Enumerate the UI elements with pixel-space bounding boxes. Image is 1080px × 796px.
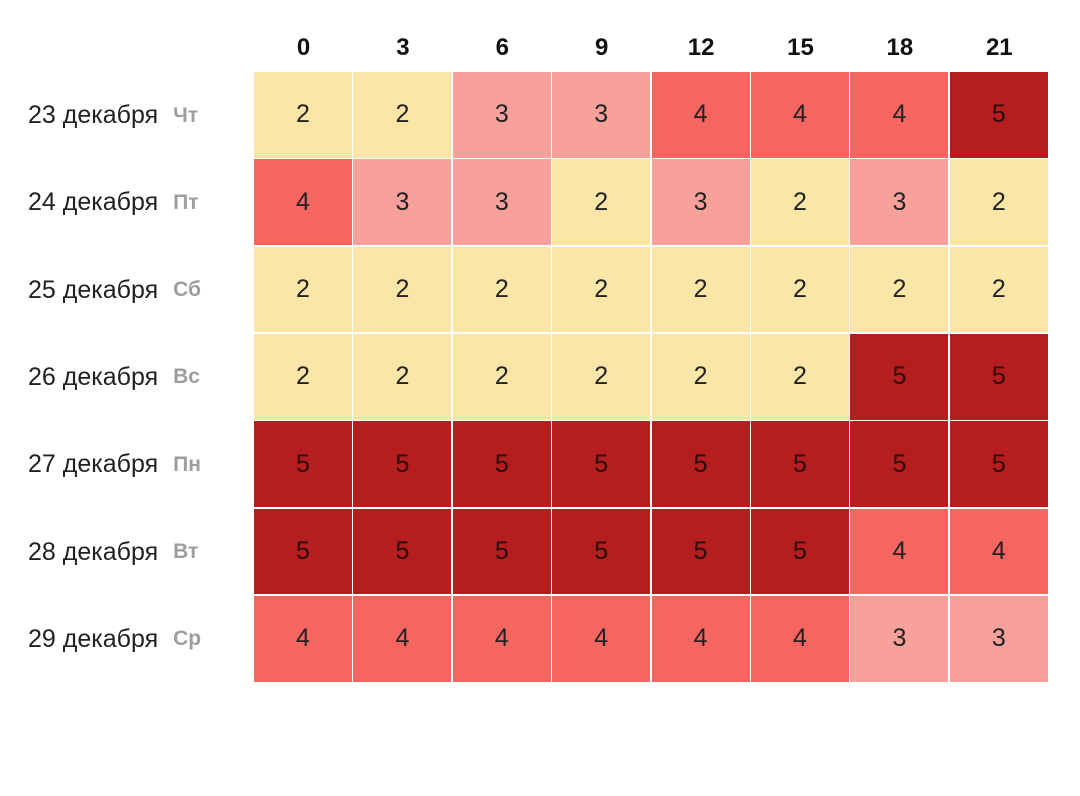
heatmap-cell: 4 [850, 508, 949, 595]
hour-label-9: 9 [595, 34, 609, 61]
row-label: 25 декабря Сб [28, 247, 248, 334]
hour-label-18: 18 [886, 34, 914, 61]
heatmap-cell: 4 [353, 595, 452, 682]
heatmap-cell: 2 [651, 333, 750, 420]
heatmap-cell: 4 [949, 508, 1048, 595]
heatmap-cell: 2 [751, 333, 849, 420]
hour-label-6: 6 [495, 34, 509, 61]
heatmap-cell: 5 [353, 421, 452, 508]
heatmap-cell: 5 [949, 333, 1048, 420]
heatmap-cell: 4 [552, 595, 651, 682]
heatmap-cell: 4 [651, 595, 750, 682]
heatmap-cell: 5 [552, 508, 651, 595]
row-weekday: Пт [173, 190, 199, 214]
heatmap-cell: 2 [254, 246, 352, 333]
heatmap-cell: 2 [353, 246, 452, 333]
heatmap-cell: 2 [552, 159, 651, 246]
heatmap-cell: 5 [353, 508, 452, 595]
heatmap-cell: 3 [452, 159, 551, 246]
heatmap-cell: 2 [254, 333, 352, 420]
row-weekday: Сб [173, 278, 201, 302]
row-weekday: Пн [173, 452, 201, 476]
heatmap-cell: 5 [651, 421, 750, 508]
heatmap-cell: 5 [552, 421, 651, 508]
heatmap-cell: 5 [254, 421, 352, 508]
heatmap-cell: 2 [751, 159, 849, 246]
heatmap-cell: 4 [850, 72, 949, 158]
row-date: 28 декабря [28, 537, 159, 566]
heatmap-cell: 4 [452, 595, 551, 682]
row-date: 25 декабря [28, 275, 159, 304]
heatmap-cell: 5 [651, 508, 750, 595]
heatmap-cell: 2 [850, 246, 949, 333]
heatmap-cell: 5 [751, 421, 849, 508]
row-date: 24 декабря [28, 188, 159, 217]
row-weekday: Вс [173, 365, 200, 389]
heatmap-cell: 2 [751, 246, 849, 333]
hour-label-21: 21 [985, 34, 1013, 61]
heatmap-cell: 2 [452, 333, 551, 420]
row-date: 29 декабря [28, 624, 159, 653]
heatmap-cell: 3 [353, 159, 452, 246]
row-label: 23 декабря Чт [28, 72, 248, 159]
heatmap-cell: 3 [850, 159, 949, 246]
heatmap-cell: 5 [949, 421, 1048, 508]
row-label: 27 декабря Пн [28, 421, 248, 508]
heatmap-cell: 5 [254, 508, 352, 595]
row-label: 29 декабря Ср [28, 596, 248, 683]
row-label: 26 декабря Вс [28, 334, 248, 421]
heatmap-cell: 2 [949, 159, 1048, 246]
heatmap-cell: 2 [949, 246, 1048, 333]
heatmap-cell: 2 [651, 246, 750, 333]
heatmap-cell: 4 [651, 72, 750, 158]
heatmap-cell: 5 [949, 72, 1048, 158]
row-date: 23 декабря [28, 101, 159, 129]
heatmap-cell: 3 [651, 159, 750, 246]
heatmap-cell: 4 [751, 595, 849, 682]
row-weekday: Ср [173, 627, 202, 651]
heatmap-cell: 2 [552, 333, 651, 420]
heatmap-cell: 2 [452, 246, 551, 333]
heatmap-cell: 5 [452, 421, 551, 508]
row-label: 24 декабря Пт [28, 159, 248, 246]
hour-label-12: 12 [687, 34, 715, 61]
heatmap-cell: 5 [850, 421, 949, 508]
heatmap-cell: 5 [751, 508, 849, 595]
row-weekday: Вт [173, 540, 199, 563]
heatmap-cell: 3 [452, 72, 551, 158]
hour-label-3: 3 [396, 34, 410, 61]
row-weekday: Чт [173, 103, 199, 127]
heatmap-cell: 4 [254, 595, 352, 682]
hour-label-0: 0 [296, 34, 311, 61]
row-date: 27 декабря [28, 450, 159, 479]
heatmap-cell: 3 [850, 595, 949, 682]
hour-label-15: 15 [787, 34, 814, 61]
heatmap-cell: 4 [751, 72, 849, 158]
heatmap-cell: 2 [353, 72, 452, 158]
heatmap-cell: 3 [949, 595, 1048, 682]
row-label: 28 декабря Вт [28, 509, 248, 596]
heatmap-cell: 2 [254, 72, 352, 158]
heatmap-cell: 5 [452, 508, 551, 595]
heatmap-cell: 5 [850, 333, 949, 420]
heatmap-cell: 4 [254, 159, 352, 246]
heatmap-cell: 2 [353, 333, 452, 420]
row-date: 26 декабря [28, 362, 159, 391]
heatmap-cell: 2 [552, 246, 651, 333]
heatmap-cell: 3 [552, 72, 651, 158]
